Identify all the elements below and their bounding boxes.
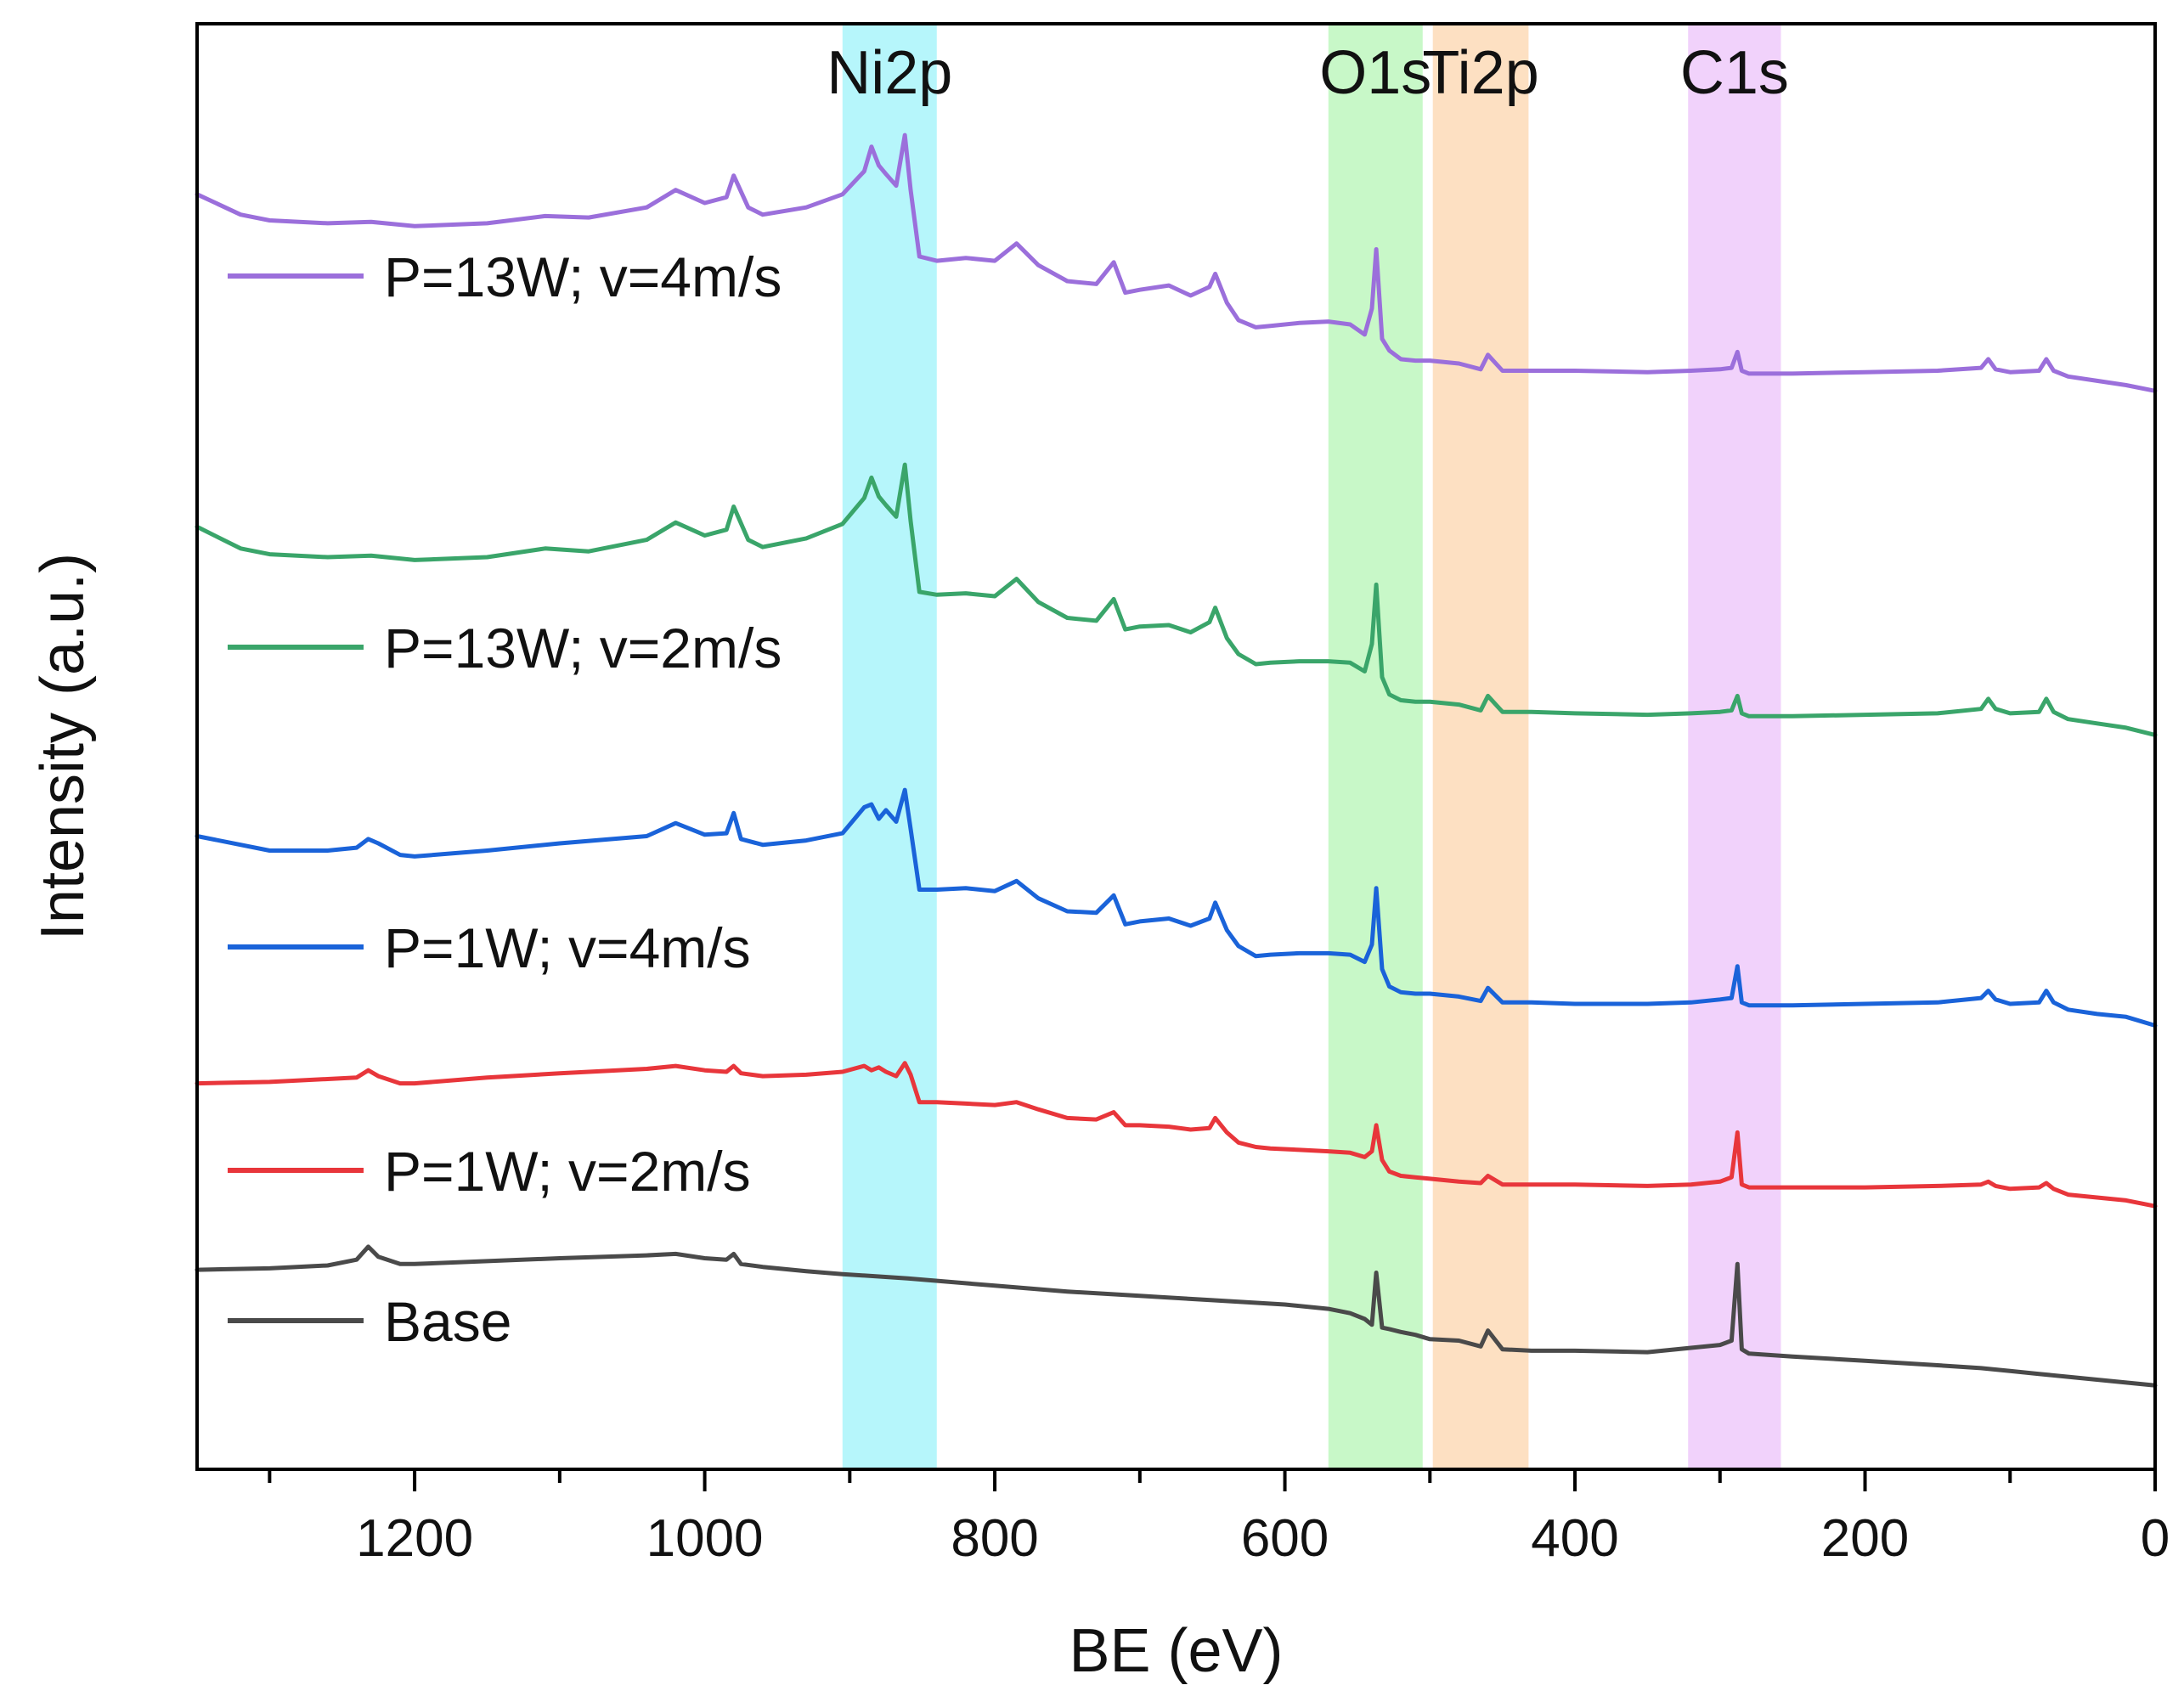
x-tick-label-400: 400 — [1531, 1509, 1618, 1568]
element-bands — [842, 24, 1781, 1469]
band-label-c1s: C1s — [1680, 39, 1789, 107]
x-tick-label-200: 200 — [1821, 1509, 1909, 1568]
legend-label-0: P=13W; v=4m/s — [384, 245, 782, 308]
band-label-o1s: O1s — [1319, 39, 1431, 107]
series-line-2 — [195, 787, 2158, 1028]
series-line-1 — [195, 462, 2158, 737]
band-ti2p — [1432, 24, 1529, 1469]
x-tick-label-800: 800 — [951, 1509, 1038, 1568]
band-label-ti2p: Ti2p — [1422, 39, 1538, 107]
x-axis-ticks: 1200 1000 800 600 400 200 0 — [268, 1469, 2170, 1568]
x-tick-label-0: 0 — [2141, 1509, 2170, 1568]
legend-label-3: P=1W; v=2m/s — [384, 1140, 751, 1203]
x-tick-label-1200: 1200 — [356, 1509, 473, 1568]
series-line-3 — [195, 1061, 2158, 1209]
legend-label-4: Base — [384, 1290, 511, 1353]
series-line-4 — [195, 1244, 2158, 1388]
plot-frame — [195, 22, 2157, 1471]
x-tick-label-600: 600 — [1241, 1509, 1329, 1568]
spectra-series — [195, 132, 2158, 1388]
series-line-0 — [195, 132, 2158, 393]
legend-label-1: P=13W; v=2m/s — [384, 617, 782, 679]
band-ni2p — [842, 24, 937, 1469]
x-axis-label: BE (eV) — [1069, 1617, 1283, 1685]
legend: P=13W; v=4m/s P=13W; v=2m/s P=1W; v=4m/s P=… — [228, 245, 782, 1353]
legend-label-2: P=1W; v=4m/s — [384, 916, 751, 979]
band-c1s — [1688, 24, 1781, 1469]
x-tick-label-1000: 1000 — [646, 1509, 764, 1568]
band-o1s — [1328, 24, 1423, 1469]
band-label-ni2p: Ni2p — [827, 39, 952, 107]
y-axis-label: Intensity (a.u.) — [29, 553, 97, 940]
